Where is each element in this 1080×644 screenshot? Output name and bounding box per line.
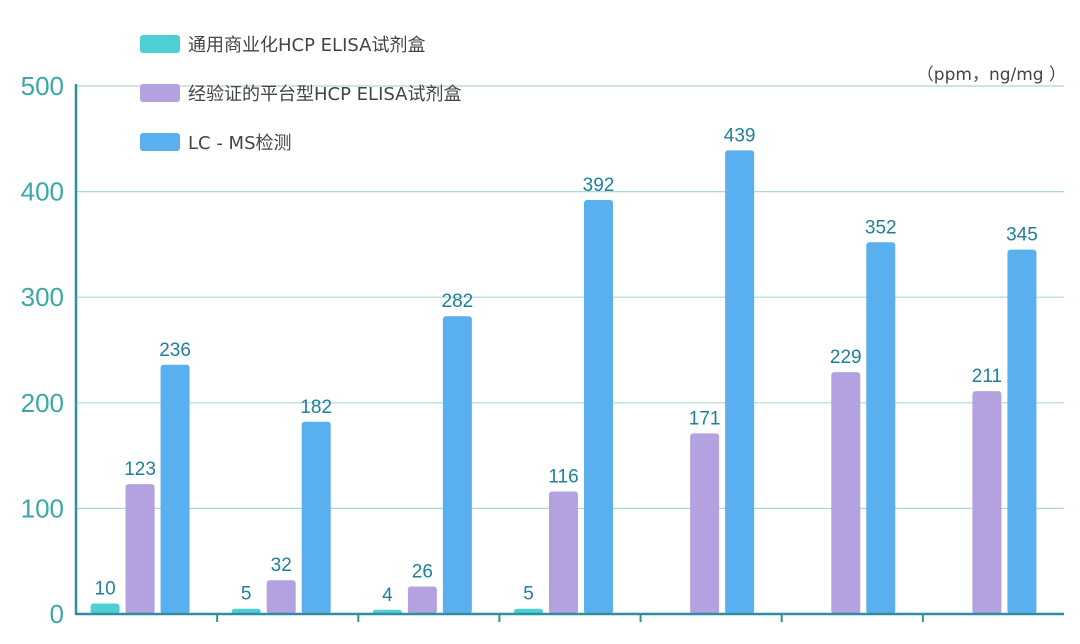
bar bbox=[125, 484, 155, 614]
data-label: 282 bbox=[442, 291, 474, 312]
y-tick-label: 100 bbox=[21, 493, 64, 523]
legend-label: LC - MS检测 bbox=[188, 133, 292, 154]
data-label: 392 bbox=[583, 175, 615, 196]
data-label: 5 bbox=[523, 584, 534, 605]
bar bbox=[584, 200, 613, 614]
bar bbox=[549, 491, 578, 614]
bar bbox=[90, 603, 120, 614]
data-label: 171 bbox=[689, 408, 721, 429]
legend-label: 通用商业化HCP ELISA试剂盒 bbox=[188, 35, 425, 56]
bar bbox=[866, 242, 896, 614]
bar bbox=[725, 150, 755, 614]
data-labels: 10 5 4 5 123 32 26 116 171 229 211 236 182 282 392 439 3… bbox=[95, 125, 1038, 605]
bar bbox=[690, 433, 720, 614]
bar bbox=[831, 372, 861, 614]
legend-label: 经验证的平台型HCP ELISA试剂盒 bbox=[188, 84, 461, 105]
data-label: 123 bbox=[124, 459, 156, 480]
y-tick-label: 0 bbox=[50, 599, 64, 629]
data-label: 4 bbox=[382, 585, 393, 606]
bars bbox=[90, 150, 1037, 614]
data-label: 32 bbox=[271, 555, 292, 576]
y-tick-label: 300 bbox=[21, 282, 64, 312]
bar bbox=[231, 608, 261, 614]
y-tick-label: 400 bbox=[21, 177, 64, 207]
axes bbox=[74, 84, 1064, 622]
data-label: 10 bbox=[95, 578, 116, 599]
unit-label: （ppm，ng/mg ） bbox=[917, 65, 1066, 85]
data-label: 182 bbox=[300, 397, 332, 418]
y-tick-label: 200 bbox=[21, 388, 64, 418]
data-label: 345 bbox=[1006, 225, 1038, 246]
legend-swatch bbox=[140, 35, 180, 53]
data-label: 116 bbox=[548, 467, 578, 488]
bar bbox=[407, 586, 437, 614]
y-tick-label: 500 bbox=[21, 71, 64, 101]
data-label: 352 bbox=[865, 217, 897, 238]
bar bbox=[160, 364, 190, 614]
legend-swatch bbox=[140, 133, 180, 151]
bar bbox=[1007, 249, 1037, 614]
y-axis-tick-labels: 0 100 200 300 400 500 bbox=[21, 71, 64, 629]
bar bbox=[301, 421, 331, 614]
data-label: 229 bbox=[830, 347, 862, 368]
data-label: 211 bbox=[972, 366, 1002, 387]
data-label: 5 bbox=[241, 584, 252, 605]
bar bbox=[442, 316, 472, 614]
data-label: 26 bbox=[412, 562, 433, 583]
data-label: 439 bbox=[724, 125, 756, 146]
bar bbox=[514, 608, 543, 614]
bar bbox=[266, 580, 296, 614]
gridlines bbox=[76, 85, 1064, 509]
legend-swatch bbox=[140, 84, 180, 102]
bar bbox=[972, 391, 1002, 614]
data-label: 236 bbox=[159, 340, 191, 361]
